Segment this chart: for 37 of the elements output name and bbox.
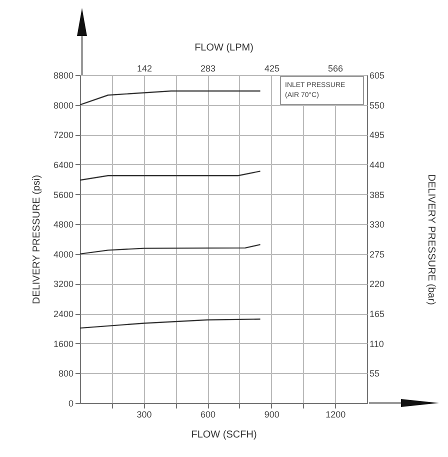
y2-tick-label: 385 — [370, 190, 385, 200]
y2-tick-label: 220 — [370, 279, 385, 290]
y-axis-title: DELIVERY PRESSURE (psi) — [31, 174, 42, 304]
x-tick-label: 900 — [264, 410, 280, 420]
y-tick-label: 4800 — [53, 220, 74, 230]
y2-tick-label: 110 — [370, 338, 384, 349]
y2-tick-label: 550 — [370, 100, 385, 110]
x-tick-label: 300 — [136, 410, 152, 420]
line-series — [79, 318, 261, 329]
y-tick-label: 6400 — [53, 160, 74, 170]
y-tick-label: 0 — [68, 398, 74, 408]
y-tick-label: 7200 — [53, 130, 74, 140]
y2-tick-label: 495 — [370, 130, 385, 140]
x2-tick-label: 566 — [328, 64, 344, 74]
y-tick-label: 8000 — [53, 100, 74, 110]
x2-tick-label: 425 — [264, 64, 280, 74]
line-series — [79, 244, 261, 255]
y2-tick-label: 55 — [370, 368, 380, 379]
y-tick-label: 2400 — [53, 309, 74, 320]
y-tick-label: 1600 — [53, 338, 74, 349]
x2-tick-label: 283 — [200, 64, 216, 74]
x-axis-title: FLOW (SCFH) — [191, 430, 257, 440]
y2-tick-label: 440 — [370, 160, 385, 170]
y2-tick-label: 330 — [370, 220, 385, 230]
y2-axis-title: DELIVERY PRESSURE (bar) — [426, 174, 437, 305]
y-tick-label: 3200 — [53, 279, 74, 290]
y-tick-label: 4000 — [53, 249, 74, 260]
y2-tick-label: 605 — [370, 70, 385, 80]
y2-tick-label: 275 — [370, 249, 385, 260]
y2-tick-label: 165 — [370, 309, 385, 320]
y-tick-label: 5600 — [53, 190, 74, 200]
x2-axis-title: FLOW (LPM) — [194, 42, 254, 54]
y-tick-label: 8800 — [53, 70, 74, 80]
x-tick-label: 600 — [200, 410, 216, 420]
x-tick-label: 1200 — [326, 410, 346, 420]
x2-tick-label: 142 — [136, 64, 152, 74]
y-tick-label: 800 — [58, 368, 74, 379]
